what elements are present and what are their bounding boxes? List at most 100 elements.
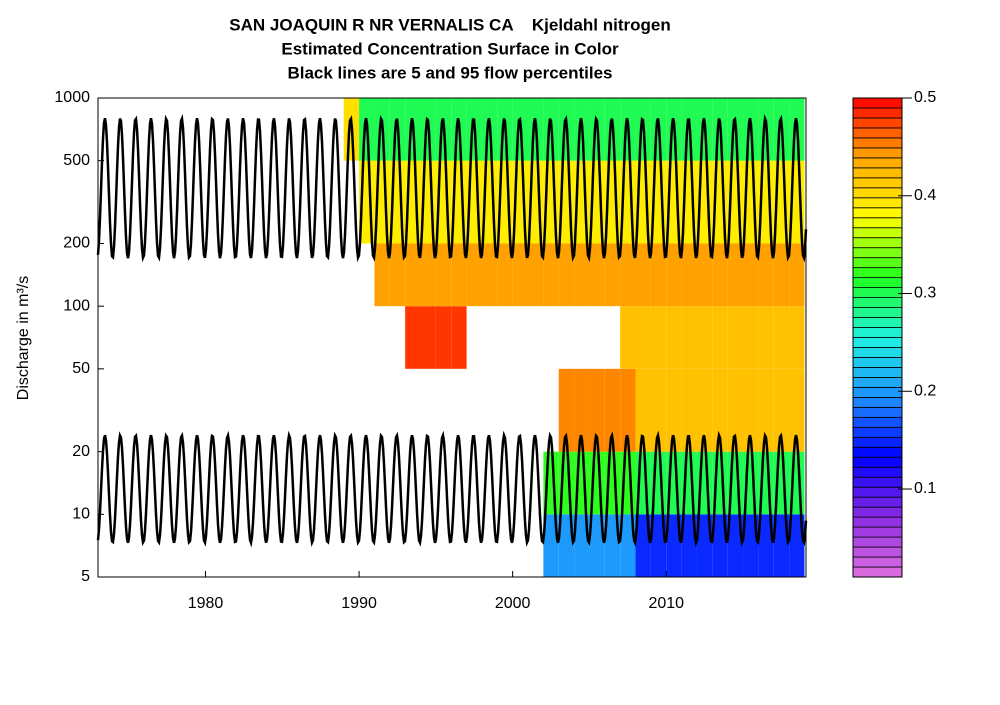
colorbar-tick-label: 0.5 (914, 89, 936, 106)
colorbar-swatch (852, 476, 903, 488)
percentile-line (96, 430, 808, 548)
x-tick-label: 2000 (495, 595, 531, 612)
colorbar-swatch (852, 247, 903, 259)
colorbar-swatch (852, 197, 903, 209)
surface-cell (712, 243, 728, 307)
surface-cell (727, 368, 744, 452)
surface-cell (743, 368, 759, 452)
surface-cell (558, 368, 575, 452)
surface-cell (650, 243, 667, 307)
surface-cell (696, 368, 713, 452)
colorbar-swatch (852, 406, 903, 418)
surface-cell (681, 368, 697, 452)
x-tick-label: 1990 (341, 595, 377, 612)
colorbar-swatch (852, 117, 903, 129)
surface-cell (512, 243, 529, 307)
colorbar-swatch (852, 227, 903, 239)
surface-cell (773, 368, 790, 452)
y-tick-label: 100 (63, 297, 90, 314)
surface-cell (773, 306, 790, 369)
colorbar-swatch (852, 526, 903, 538)
colorbar-swatch (852, 167, 903, 179)
surface-cell (743, 306, 759, 369)
y-tick-label: 500 (63, 152, 90, 169)
surface-cell (758, 368, 774, 452)
surface-cell (758, 306, 774, 369)
surface-cell (712, 368, 728, 452)
surface-cell (558, 243, 575, 307)
surface-cell (789, 243, 805, 307)
colorbar-swatch (852, 496, 903, 508)
surface-cell (420, 306, 436, 369)
colorbar-swatch (852, 446, 903, 458)
y-tick-label: 200 (63, 235, 90, 252)
colorbar-swatch (852, 217, 903, 229)
surface-cell (773, 243, 790, 307)
surface-cell (604, 243, 621, 307)
surface-cell (543, 243, 559, 307)
y-axis-label: Discharge in m³/s (15, 276, 32, 400)
colorbar-swatch (852, 107, 903, 119)
surface-cell (635, 306, 651, 369)
x-tick-label: 1980 (188, 595, 224, 612)
surface-cell (574, 243, 590, 307)
surface-cell (635, 243, 651, 307)
surface-cell (727, 243, 744, 307)
surface-cell (758, 243, 774, 307)
x-tick-label: 2010 (648, 595, 684, 612)
colorbar-swatch (852, 416, 903, 428)
surface-cell (374, 243, 390, 307)
surface-cell (666, 306, 682, 369)
surface-cell (635, 514, 651, 577)
y-tick-label: 20 (72, 443, 90, 460)
surface-cell (650, 306, 667, 369)
y-tick-label: 1000 (54, 89, 90, 106)
colorbar-swatch (852, 386, 903, 398)
colorbar-swatch (852, 127, 903, 139)
surface-cell (389, 243, 406, 307)
colorbar-swatch (852, 327, 903, 338)
colorbar-swatch (852, 506, 903, 518)
colorbar-swatch (852, 516, 903, 528)
surface-cell (589, 368, 605, 452)
surface-cell (604, 368, 621, 452)
surface-cell (681, 243, 697, 307)
colorbar-swatch (852, 436, 903, 448)
colorbar-tick-label: 0.3 (914, 285, 936, 302)
surface-cell (420, 243, 436, 307)
surface-cell (497, 243, 513, 307)
surface-cell (789, 514, 805, 577)
surface-cell (451, 243, 467, 307)
colorbar-swatch (852, 267, 903, 279)
colorbar-swatch (852, 237, 903, 249)
percentile-line (96, 113, 808, 263)
colorbar-swatch (852, 207, 903, 219)
surface-cell (528, 243, 544, 307)
surface-cell (712, 306, 728, 369)
y-tick-label: 5 (81, 568, 90, 585)
surface-cell (543, 514, 559, 577)
colorbar-swatch (852, 546, 903, 558)
colorbar-swatch (852, 566, 903, 578)
surface-cell (712, 514, 728, 577)
surface-cell (635, 368, 651, 452)
surface-cell (650, 514, 667, 577)
colorbar-swatch (852, 357, 903, 368)
surface-cell (435, 243, 452, 307)
colorbar-swatch (852, 137, 903, 149)
surface-cell (789, 306, 805, 369)
colorbar-swatch (852, 367, 903, 378)
colorbar-swatch (852, 556, 903, 568)
colorbar-swatch (852, 97, 903, 109)
colorbar-swatch (852, 297, 903, 308)
surface-cell (696, 243, 713, 307)
surface-cell (773, 514, 790, 577)
surface-cell (758, 514, 774, 577)
surface-cell (620, 368, 636, 452)
colorbar-tick-label: 0.2 (914, 382, 936, 399)
surface-cell (727, 306, 744, 369)
surface-cell (743, 514, 759, 577)
chart-subtitle: Estimated Concentration Surface in Color (281, 39, 619, 58)
surface-cell (681, 514, 697, 577)
